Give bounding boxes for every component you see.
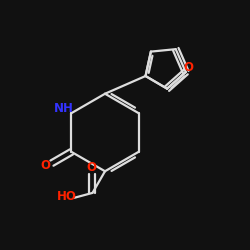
Text: O: O [41, 159, 51, 172]
Text: HO: HO [57, 190, 77, 203]
Text: O: O [183, 60, 193, 74]
Text: O: O [86, 162, 96, 174]
Text: NH: NH [54, 102, 74, 114]
